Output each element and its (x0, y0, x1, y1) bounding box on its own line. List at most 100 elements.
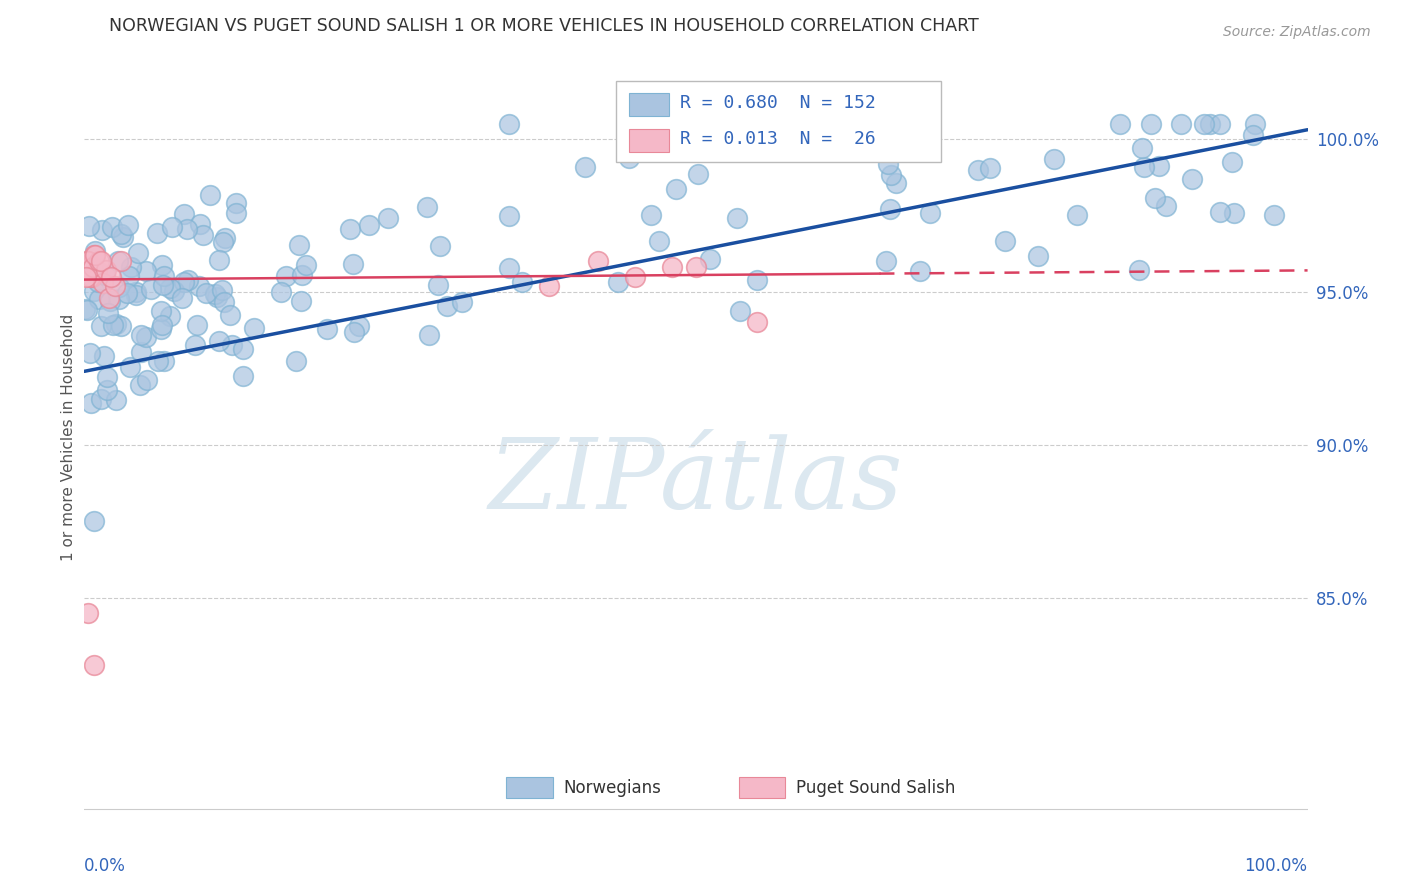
Point (339, 222, 361, 236)
Point (115, 285, 138, 300)
Point (232, 342, 254, 356)
Y-axis label: 1 or more Vehicles in Household: 1 or more Vehicles in Household (60, 313, 76, 561)
Point (135, 264, 157, 278)
Point (894, 132, 917, 146)
Point (232, 368, 254, 383)
Point (79, 269, 101, 284)
Point (574, 160, 596, 174)
Point (146, 227, 169, 241)
Point (538, 278, 561, 293)
Point (129, 328, 152, 343)
Point (1223, 206, 1246, 220)
Point (498, 117, 520, 131)
Point (747, 315, 769, 329)
Point (876, 157, 898, 171)
Point (177, 273, 200, 287)
Point (108, 279, 131, 293)
Point (101, 220, 124, 235)
Point (1130, 141, 1153, 155)
Point (152, 278, 174, 293)
Point (93, 350, 115, 364)
Point (415, 200, 437, 214)
Point (129, 378, 152, 392)
Point (150, 322, 173, 336)
Point (429, 239, 451, 253)
Point (148, 354, 170, 368)
Point (1128, 262, 1150, 277)
FancyBboxPatch shape (628, 129, 669, 152)
Point (426, 278, 449, 293)
Point (96, 369, 118, 384)
Point (110, 227, 132, 241)
Point (83, 284, 105, 298)
Point (884, 177, 907, 191)
Point (84, 248, 107, 262)
Point (127, 245, 149, 260)
Point (1181, 172, 1204, 186)
Point (276, 268, 298, 283)
Point (648, 234, 671, 248)
Point (1143, 191, 1166, 205)
Point (270, 285, 292, 299)
Point (77, 260, 100, 275)
Point (86, 263, 108, 277)
Point (208, 253, 231, 268)
Point (77, 606, 100, 620)
Point (104, 278, 127, 293)
Point (186, 318, 208, 333)
Point (685, 260, 707, 275)
Point (173, 275, 195, 289)
Point (173, 207, 195, 221)
Point (1209, 204, 1232, 219)
Point (87, 293, 110, 307)
Point (920, 206, 942, 220)
Point (91, 223, 114, 237)
Point (153, 269, 176, 284)
Point (661, 260, 683, 275)
Point (150, 258, 173, 272)
Point (1026, 249, 1049, 263)
Text: R = 0.013  N =  26: R = 0.013 N = 26 (681, 130, 876, 148)
Point (1241, 128, 1264, 143)
Point (1133, 160, 1156, 174)
Point (91, 276, 114, 290)
Text: 0.0%: 0.0% (84, 856, 127, 875)
Point (211, 283, 233, 297)
Point (117, 218, 139, 232)
Point (176, 222, 198, 236)
Point (98, 294, 121, 309)
Point (214, 231, 236, 245)
Point (343, 325, 366, 339)
Point (125, 285, 148, 300)
Point (195, 285, 218, 300)
Point (1066, 208, 1088, 222)
Point (212, 294, 235, 309)
Point (823, 117, 845, 131)
Point (80, 269, 103, 284)
FancyBboxPatch shape (628, 93, 669, 116)
Point (90, 254, 112, 268)
Point (83, 248, 105, 262)
Point (1149, 160, 1171, 174)
Point (96, 263, 118, 277)
Point (139, 283, 162, 297)
Point (76, 254, 98, 268)
Point (160, 220, 183, 235)
Point (619, 151, 641, 165)
Point (1263, 208, 1285, 222)
Point (357, 218, 380, 232)
Point (1194, 117, 1216, 131)
Point (86, 275, 108, 289)
Point (125, 288, 148, 302)
Point (80, 395, 103, 409)
Point (159, 309, 181, 323)
FancyBboxPatch shape (506, 777, 553, 798)
Point (75, 301, 97, 316)
Point (1244, 117, 1267, 131)
Point (149, 304, 172, 318)
Point (879, 202, 901, 217)
Point (87, 254, 110, 268)
Point (606, 275, 628, 289)
Point (875, 253, 897, 268)
Point (586, 254, 609, 268)
